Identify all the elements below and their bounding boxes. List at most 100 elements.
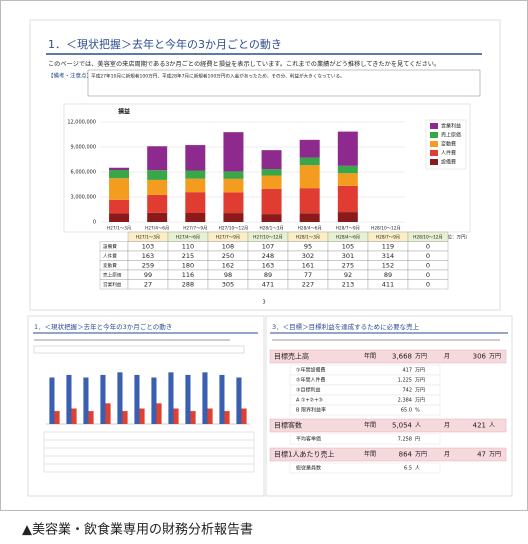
x-tick-label: H28/7～9月 bbox=[336, 226, 360, 232]
target-cell: 864 bbox=[399, 451, 413, 459]
y-tick-label: 6,000,000 bbox=[71, 170, 96, 176]
bar-segment bbox=[261, 169, 282, 176]
bar-segment bbox=[109, 199, 130, 214]
bar bbox=[151, 377, 157, 424]
legend-label: 変動費 bbox=[441, 141, 456, 148]
bar-segment bbox=[223, 178, 244, 193]
target-header-row bbox=[269, 349, 507, 364]
target-cell: 6.5 bbox=[404, 466, 412, 472]
table-header: H27/7～9月 bbox=[216, 234, 240, 240]
table-value: 163 bbox=[142, 252, 154, 260]
target-cell: 万円 bbox=[489, 353, 501, 360]
chart-title: 損益 bbox=[118, 108, 130, 116]
table-header: H28/1～3月 bbox=[296, 234, 320, 240]
table-value: 89 bbox=[384, 271, 392, 279]
legend-swatch bbox=[430, 150, 438, 156]
table-value: 162 bbox=[222, 261, 234, 269]
table-row-label: 売上原価 bbox=[103, 271, 122, 278]
bar-segment bbox=[109, 178, 130, 200]
target-cell: 人 bbox=[489, 422, 495, 429]
caption: ▲美容業・飲食業専用の財務分析報告書 bbox=[22, 522, 253, 538]
target-cell: 人 bbox=[415, 466, 420, 472]
bar bbox=[66, 374, 72, 424]
table-value: 0 bbox=[426, 242, 430, 250]
target-header-row bbox=[269, 418, 507, 433]
target-cell: ②年間人件費 bbox=[296, 377, 325, 384]
target-cell: 万円 bbox=[415, 353, 427, 360]
bar-segment bbox=[223, 213, 244, 222]
table-header: H28/7～9月 bbox=[376, 234, 400, 240]
x-tick-label: H28/1～3月 bbox=[259, 226, 283, 232]
target-cell: 1,225 bbox=[398, 378, 412, 384]
y-tick-label: 3,000,000 bbox=[71, 195, 96, 201]
table-value: 288 bbox=[182, 280, 194, 288]
table-frame bbox=[43, 431, 255, 473]
y-tick-label: 12,000,000 bbox=[67, 120, 96, 126]
x-tick-label: H28/10～12月 bbox=[371, 226, 401, 232]
heading: 1．＜現状把握＞去年と今年の3か月ごとの動き bbox=[48, 37, 282, 51]
table-value: 92 bbox=[344, 271, 352, 279]
bar bbox=[190, 411, 196, 424]
target-cell: 万円 bbox=[489, 451, 501, 458]
target-cell: 742 bbox=[402, 388, 412, 394]
target-cell: 人 bbox=[415, 422, 421, 429]
target-row bbox=[289, 462, 441, 474]
bar-segment bbox=[223, 192, 244, 214]
table-value: 180 bbox=[182, 261, 194, 269]
bar-segment bbox=[337, 165, 358, 174]
y-tick-label: 9,000,000 bbox=[71, 145, 96, 151]
table-value: 152 bbox=[382, 261, 394, 269]
target-cell: 目標客数 bbox=[274, 421, 302, 430]
right-heading: 3．＜目標＞目標利益を達成するために必要な売上 bbox=[272, 322, 420, 331]
note-box bbox=[87, 69, 481, 97]
bar-segment bbox=[223, 132, 244, 172]
target-cell: 47 bbox=[477, 451, 486, 459]
table-value: 314 bbox=[382, 252, 394, 260]
table-value: 302 bbox=[302, 252, 314, 260]
table-value: 98 bbox=[224, 271, 232, 279]
bar bbox=[168, 372, 174, 424]
bar-segment bbox=[185, 213, 206, 222]
bar-segment bbox=[109, 170, 130, 179]
bar bbox=[185, 374, 191, 424]
table-value: 163 bbox=[262, 261, 274, 269]
bar bbox=[100, 374, 106, 424]
note: 平成27年10月に新規者100万円、平成28年7月に新規者100万円の入金があっ… bbox=[91, 73, 345, 80]
bar-segment bbox=[147, 212, 168, 222]
target-cell: 65.0 bbox=[401, 408, 412, 414]
left-heading: 1．＜現状把握＞去年と今年の3か月ごとの動き bbox=[34, 322, 172, 331]
target-cell: ①年間設備費 bbox=[296, 367, 325, 374]
note-label: 【備考・注意点】 bbox=[48, 72, 92, 80]
target-cell: 万円 bbox=[415, 368, 425, 374]
table-value: 305 bbox=[222, 280, 234, 288]
legend-swatch bbox=[430, 132, 438, 138]
target-cell: 7,258 bbox=[398, 437, 412, 443]
table-header: H27/10～12月 bbox=[253, 234, 283, 240]
target-cell: 月 bbox=[444, 353, 450, 360]
table-value: 108 bbox=[222, 242, 234, 250]
x-tick-label: H27/7～9月 bbox=[183, 226, 207, 232]
y-tick-label: 0 bbox=[93, 220, 96, 226]
table-cell bbox=[407, 279, 449, 290]
description: このページでは、美容室の来店周期である3か月ごとの経費と損益を表示しています。こ… bbox=[48, 60, 440, 68]
table-value: 105 bbox=[342, 242, 354, 250]
bar-segment bbox=[223, 171, 244, 179]
bar-segment bbox=[185, 178, 206, 193]
table-value: 119 bbox=[382, 242, 394, 250]
bar-segment bbox=[185, 170, 206, 179]
bar bbox=[207, 408, 213, 424]
bar-segment bbox=[299, 188, 320, 214]
x-tick-label: H27/4～6月 bbox=[145, 226, 169, 232]
bar-segment bbox=[337, 212, 358, 222]
bar bbox=[202, 372, 208, 424]
target-header-row bbox=[269, 447, 507, 462]
bar-segment bbox=[185, 145, 206, 171]
legend-label: 人件費 bbox=[441, 150, 456, 157]
target-cell: 平均客単価 bbox=[296, 436, 321, 443]
bar-segment bbox=[299, 139, 320, 158]
target-cell: 5,054 bbox=[392, 422, 413, 430]
bar-segment bbox=[147, 179, 168, 195]
bar-segment bbox=[185, 192, 206, 213]
table-value: 215 bbox=[182, 252, 194, 260]
page-number: 3 bbox=[262, 300, 265, 306]
